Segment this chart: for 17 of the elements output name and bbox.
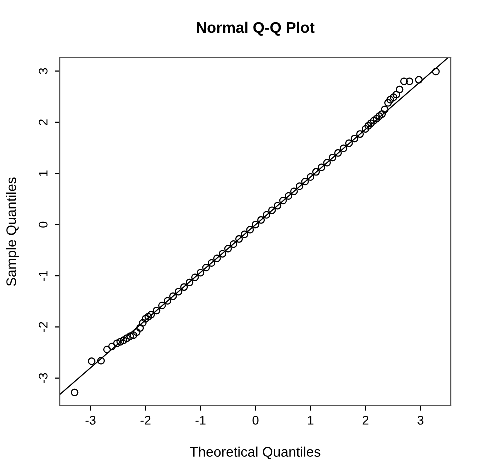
x-tick-label: -2 <box>140 416 151 425</box>
y-tick-label: -3 <box>38 373 48 384</box>
x-tick-label: 0 <box>252 416 259 425</box>
chart-title: Normal Q-Q Plot <box>197 22 315 36</box>
x-tick-label: 2 <box>362 416 369 425</box>
x-axis-title: Theoretical Quantiles <box>190 446 321 460</box>
y-tick-label: -2 <box>38 322 48 332</box>
y-tick-label: 0 <box>38 222 48 228</box>
x-tick-label: -1 <box>196 416 206 425</box>
y-tick-label: 1 <box>39 170 48 176</box>
y-tick-label: 3 <box>38 68 48 74</box>
y-tick-label: -1 <box>39 271 48 282</box>
x-tick-label: 3 <box>418 416 424 425</box>
y-tick-label: 2 <box>38 120 48 126</box>
x-tick-label: -3 <box>86 416 96 425</box>
x-tick-label: 1 <box>308 416 314 425</box>
y-axis-title: Sample Quantiles <box>6 178 20 286</box>
